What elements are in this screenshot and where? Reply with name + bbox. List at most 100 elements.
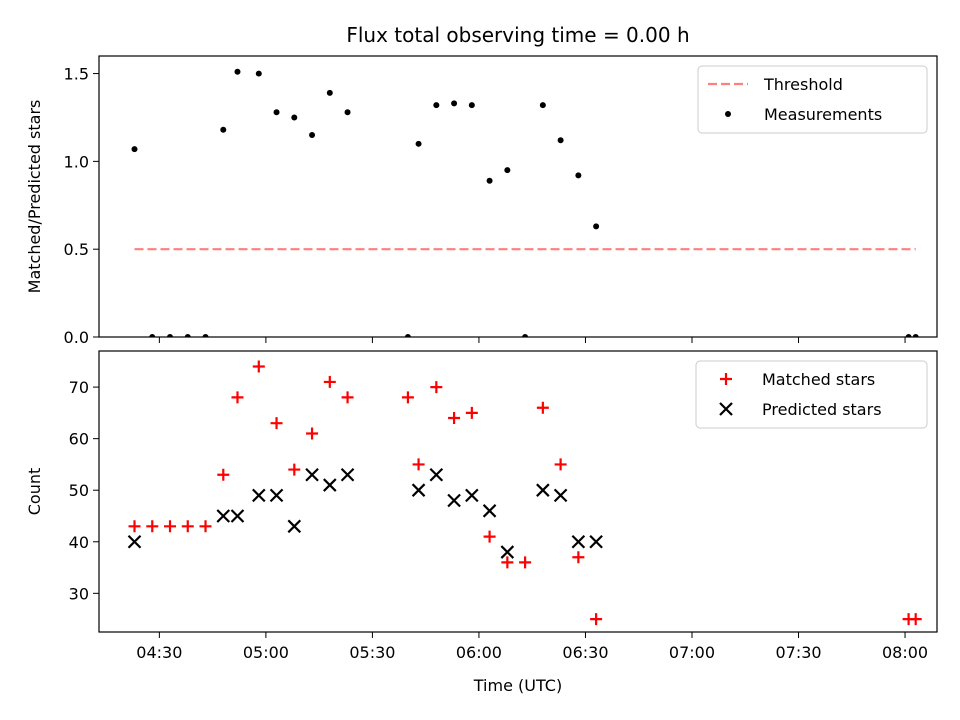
- data-point: [539, 102, 546, 109]
- legend-label: Measurements: [764, 105, 882, 124]
- data-point: [593, 223, 600, 230]
- data-point: [149, 334, 156, 337]
- predicted-point: [536, 483, 550, 497]
- ratio-panel: 0.0 0.5 1.0 1.5 Matched/Predicted stars Thres…: [25, 55, 938, 347]
- data-point: [202, 334, 209, 337]
- data-point: [912, 334, 919, 337]
- predicted-point: [269, 488, 284, 503]
- predicted-point: [500, 545, 515, 559]
- matched-point: [181, 520, 194, 533]
- data-point: [309, 132, 316, 139]
- count-panel: 30 40 50 60 70 04:30 05:00 05:30 06:00 06:30 07:00…: [25, 350, 938, 662]
- matched-point: [909, 613, 922, 626]
- predicted-point: [287, 519, 302, 534]
- x-tick-label: 06:30: [562, 643, 608, 662]
- data-point: [167, 334, 174, 337]
- matched-point: [164, 520, 177, 533]
- matched-point: [590, 613, 603, 626]
- predicted-point: [230, 509, 245, 523]
- x-tick-label: 07:00: [669, 643, 715, 662]
- data-point: [255, 70, 262, 77]
- predicted-point: [447, 493, 461, 508]
- predicted-point: [411, 483, 426, 497]
- y-tick-label: 0.0: [64, 328, 89, 347]
- data-point: [468, 102, 475, 109]
- y-tick-label: 0.5: [64, 240, 89, 259]
- matched-point: [341, 391, 354, 404]
- matched-point: [199, 520, 212, 533]
- matched-point: [231, 391, 244, 404]
- x-axis-label: Time (UTC): [473, 676, 562, 695]
- data-point: [344, 109, 351, 116]
- matched-point: [128, 520, 141, 533]
- predicted-point: [323, 478, 337, 492]
- y-tick-label: 70: [69, 378, 89, 397]
- y-tick-label: 50: [69, 481, 89, 500]
- plot-frame: [98, 55, 938, 338]
- matched-point: [501, 556, 514, 569]
- data-point: [404, 334, 411, 337]
- matched-point: [401, 391, 414, 404]
- matched-point: [288, 463, 301, 476]
- y-axis-label: Count: [25, 468, 44, 516]
- data-point: [291, 114, 298, 121]
- legend-label: Threshold: [763, 75, 843, 94]
- predicted-point: [482, 504, 497, 518]
- data-point: [522, 334, 529, 337]
- matched-point: [519, 556, 532, 569]
- legend-swatch: [720, 373, 732, 385]
- y-tick-label: 1.5: [64, 65, 89, 84]
- predicted-point: [216, 509, 231, 523]
- matched-point: [554, 458, 567, 471]
- plot-marks: [131, 68, 919, 337]
- predicted-point: [127, 534, 142, 549]
- data-point: [234, 68, 241, 75]
- data-point: [557, 137, 564, 144]
- legend-swatch: [725, 111, 731, 117]
- legend-box: [697, 65, 928, 134]
- matched-point: [217, 468, 230, 481]
- data-point: [433, 102, 440, 109]
- predicted-point: [429, 467, 444, 482]
- legend-box: [695, 360, 928, 429]
- matched-point: [146, 520, 159, 533]
- y-tick-label: 30: [69, 584, 89, 603]
- y-axis-label: Matched/Predicted stars: [25, 100, 44, 294]
- predicted-point: [571, 534, 586, 549]
- data-point: [575, 172, 582, 179]
- predicted-point: [589, 534, 603, 549]
- data-point: [504, 167, 511, 174]
- legend-swatch: [719, 402, 733, 416]
- matched-point: [270, 417, 283, 430]
- data-point: [486, 177, 493, 184]
- data-point: [131, 146, 138, 153]
- predicted-point: [340, 467, 355, 482]
- chart-title: Flux total observing time = 0.00 h: [346, 23, 689, 47]
- x-tick-label: 05:30: [349, 643, 395, 662]
- matched-point: [252, 360, 265, 373]
- predicted-point: [305, 467, 319, 482]
- data-point: [326, 89, 333, 96]
- x-tick-label: 06:00: [456, 643, 502, 662]
- plot-marks: [127, 360, 922, 626]
- x-tick-label: 05:00: [243, 643, 289, 662]
- data-point: [220, 126, 227, 133]
- x-tick-label: 07:30: [775, 643, 821, 662]
- matched-point: [448, 412, 461, 425]
- y-tick-label: 1.0: [64, 152, 89, 171]
- y-tick-label: 40: [69, 533, 89, 552]
- legend: Threshold Measurements: [697, 65, 928, 134]
- legend-label: Matched stars: [762, 370, 875, 389]
- data-point: [451, 100, 458, 107]
- matched-point: [483, 530, 496, 543]
- matched-point: [412, 458, 425, 471]
- matched-point: [306, 427, 319, 440]
- matched-point: [323, 375, 336, 388]
- data-point: [184, 334, 191, 337]
- matched-point: [465, 406, 478, 419]
- predicted-point: [465, 488, 479, 503]
- plot-frame: [98, 350, 938, 633]
- y-tick-label: 60: [69, 430, 89, 449]
- legend: Matched stars Predicted stars: [695, 360, 928, 429]
